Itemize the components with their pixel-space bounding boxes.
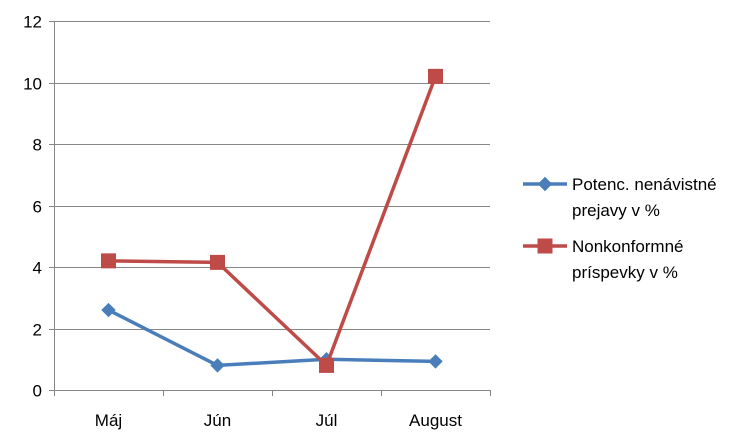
legend-entry-2: Nonkonformné príspevky v % bbox=[523, 237, 684, 282]
x-tick-label: August bbox=[409, 411, 462, 430]
legend-marker bbox=[537, 238, 553, 254]
y-tick-label: 4 bbox=[33, 259, 42, 278]
axes bbox=[49, 21, 491, 396]
legend-entry-1: Potenc. nenávistné prejavy v % bbox=[523, 175, 717, 220]
legend-label: prejavy v % bbox=[572, 201, 660, 220]
y-tick-label: 6 bbox=[33, 198, 42, 217]
data-point bbox=[319, 357, 334, 373]
x-tick-label: Jún bbox=[204, 411, 231, 430]
series-1 bbox=[101, 302, 443, 373]
data-point bbox=[210, 254, 225, 270]
y-tick-labels: 0 2 4 6 8 10 12 bbox=[23, 13, 42, 401]
x-tick-label: Júl bbox=[316, 411, 338, 430]
legend-label: príspevky v % bbox=[572, 263, 678, 282]
series-line bbox=[106, 308, 438, 368]
y-tick-label: 10 bbox=[23, 75, 42, 94]
legend-marker bbox=[537, 176, 553, 192]
y-tick-label: 8 bbox=[33, 136, 42, 155]
series-2 bbox=[101, 68, 443, 373]
gridlines bbox=[54, 21, 490, 330]
y-tick-label: 0 bbox=[33, 382, 42, 401]
x-tick-label: Máj bbox=[95, 411, 122, 430]
data-point bbox=[101, 302, 116, 318]
legend-label: Potenc. nenávistné bbox=[572, 175, 717, 194]
legend: Potenc. nenávistné prejavy v % Nonkonformn… bbox=[523, 175, 717, 282]
x-tick-labels: Máj Jún Júl August bbox=[95, 411, 462, 430]
series bbox=[101, 68, 443, 373]
data-point bbox=[428, 354, 443, 369]
data-point bbox=[210, 358, 225, 373]
legend-label: Nonkonformné bbox=[572, 237, 684, 256]
y-tick-label: 12 bbox=[23, 13, 42, 32]
data-point bbox=[101, 253, 116, 269]
series-line bbox=[106, 74, 438, 368]
data-point bbox=[428, 68, 443, 84]
y-tick-label: 2 bbox=[33, 321, 42, 340]
